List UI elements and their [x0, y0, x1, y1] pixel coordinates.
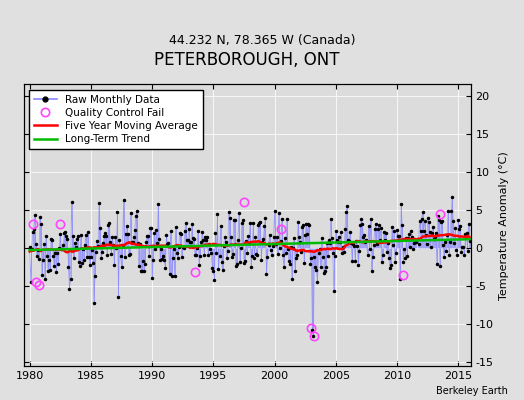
Title: PETERBOROUGH, ONT: PETERBOROUGH, ONT: [155, 51, 340, 69]
Text: Berkeley Earth: Berkeley Earth: [436, 386, 508, 396]
Y-axis label: Temperature Anomaly (°C): Temperature Anomaly (°C): [499, 151, 509, 300]
Text: 44.232 N, 78.365 W (Canada): 44.232 N, 78.365 W (Canada): [169, 34, 355, 47]
Legend: Raw Monthly Data, Quality Control Fail, Five Year Moving Average, Long-Term Tren: Raw Monthly Data, Quality Control Fail, …: [29, 90, 203, 150]
